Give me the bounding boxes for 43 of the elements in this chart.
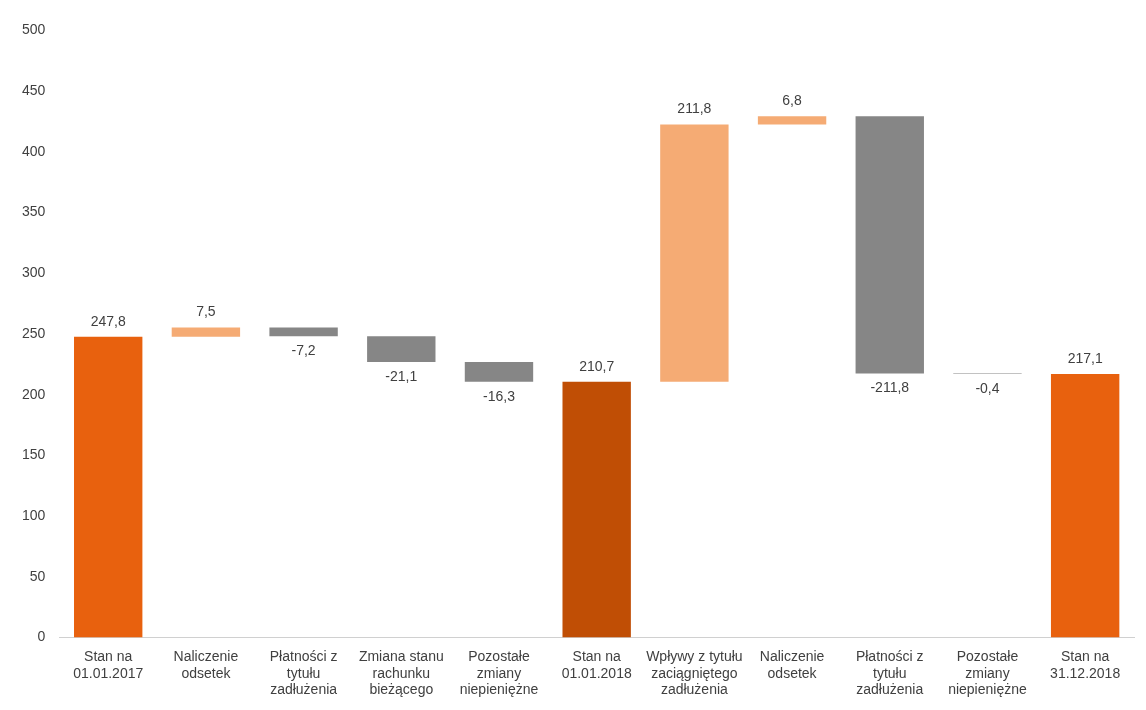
x-tick-label: Płatności z tytułu zadłużenia (269, 647, 338, 698)
x-tick-label: Stan na 01.01.2017 (73, 647, 144, 681)
bar (367, 336, 436, 362)
y-tick-label: 50 (29, 567, 46, 584)
y-tick-label: 500 (22, 21, 46, 38)
bar (171, 327, 241, 337)
y-tick-label: 100 (22, 507, 46, 524)
x-tick-label: Stan na 31.12.2018 (1050, 647, 1121, 681)
y-tick-label: 250 (22, 324, 46, 341)
x-tick-label: Stan na 01.01.2018 (561, 647, 632, 681)
y-tick-label: 350 (22, 203, 46, 220)
bar (855, 116, 924, 374)
x-tick-label: Zmiana stanu rachunku bieżącego (358, 647, 444, 698)
data-label: 6,8 (782, 92, 803, 109)
data-label: -7,2 (291, 342, 316, 359)
y-tick-label: 300 (22, 264, 46, 281)
data-label: -0,4 (975, 379, 1000, 396)
y-tick-label: 400 (22, 142, 46, 159)
bar (464, 361, 534, 382)
x-tick-label: Naliczenie odsetek (759, 647, 825, 681)
y-tick-label: 150 (22, 446, 46, 463)
bar (1050, 373, 1120, 638)
data-label: 211,8 (677, 100, 712, 117)
bar (660, 124, 729, 382)
bar (562, 381, 631, 638)
data-label: 7,5 (196, 303, 216, 320)
x-tick-label: Naliczenie odsetek (173, 647, 239, 681)
x-tick-label: Pozostałe zmiany niepieniężne (948, 647, 1027, 698)
x-tick-label: Płatności z tytułu zadłużenia (855, 647, 924, 698)
bar (757, 116, 827, 125)
y-tick-label: 200 (22, 385, 46, 402)
y-tick-label: 0 (37, 628, 46, 645)
data-label: -21,1 (385, 367, 418, 384)
data-label: 247,8 (90, 312, 126, 329)
y-tick-label: 450 (22, 81, 46, 98)
data-label: -16,3 (483, 387, 516, 404)
data-label: 217,1 (1067, 349, 1103, 366)
data-label: 210,7 (579, 357, 615, 374)
x-tick-label: Wpływy z tytułu zaciągniętego zadłużenia (646, 647, 743, 698)
x-tick-label: Pozostałe zmiany niepieniężne (459, 647, 539, 698)
bar (74, 336, 143, 638)
data-label: -211,8 (870, 379, 910, 396)
bar (269, 327, 338, 337)
